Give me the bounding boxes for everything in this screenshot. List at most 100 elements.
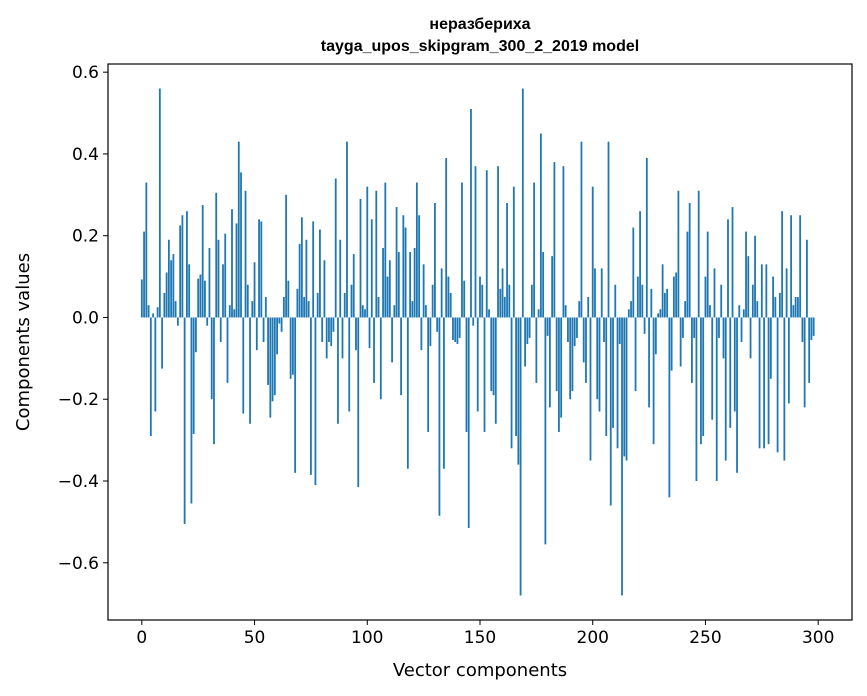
bar-component-27: [201, 205, 204, 318]
bar-component-39: [228, 305, 231, 318]
bar-component-256: [718, 317, 720, 338]
bar-component-296: [808, 317, 811, 383]
bar-component-4: [149, 317, 152, 437]
bar-component-249: [702, 317, 705, 437]
bar-component-63: [282, 297, 285, 318]
bar-component-196: [582, 317, 585, 363]
bar-component-165: [512, 186, 515, 318]
bar-component-295: [806, 239, 808, 318]
bar-component-179: [544, 317, 547, 545]
bar-component-215: [625, 317, 628, 461]
bar-component-195: [580, 141, 583, 318]
bar-component-178: [542, 252, 545, 318]
bar-component-191: [571, 317, 574, 392]
bar-component-283: [778, 292, 781, 318]
bar-component-93: [350, 284, 353, 318]
bar-component-181: [548, 317, 551, 408]
bar-component-243: [688, 203, 691, 318]
y-tick-label: −0.6: [58, 554, 99, 574]
bar-component-83: [328, 317, 330, 342]
bar-component-71: [300, 217, 303, 318]
bar-component-257: [720, 284, 723, 318]
bar-component-287: [787, 317, 790, 404]
bar-component-103: [373, 317, 375, 383]
bar-component-151: [481, 284, 484, 318]
bar-component-288: [790, 215, 793, 318]
bar-component-126: [424, 305, 427, 318]
bar-component-279: [769, 317, 772, 379]
bar-component-194: [578, 301, 581, 318]
bar-component-29: [206, 317, 209, 326]
bar-component-0: [140, 279, 143, 318]
bar-component-122: [415, 182, 418, 318]
bar-component-62: [280, 317, 283, 332]
bar-component-51: [255, 317, 258, 351]
bar-component-246: [695, 317, 698, 481]
bar-component-20: [186, 211, 188, 318]
bar-component-61: [278, 317, 281, 324]
bar-component-193: [576, 317, 578, 338]
bar-component-265: [738, 305, 741, 318]
bar-component-271: [751, 284, 754, 318]
bar-component-274: [758, 317, 761, 449]
bar-component-36: [222, 264, 224, 318]
bar-component-86: [334, 178, 337, 318]
bar-component-128: [429, 317, 432, 347]
x-tick-label: 250: [689, 628, 721, 648]
bar-component-42: [235, 223, 238, 318]
bar-component-16: [176, 317, 179, 326]
bar-component-218: [632, 227, 635, 318]
bar-component-96: [357, 317, 360, 488]
bar-component-59: [273, 317, 276, 396]
x-tick-label: 50: [244, 628, 266, 648]
bar-component-54: [262, 317, 265, 342]
bar-component-269: [747, 256, 750, 318]
bar-component-238: [677, 190, 680, 318]
bar-component-253: [711, 317, 714, 420]
bar-component-252: [709, 305, 711, 318]
bar-component-73: [305, 239, 308, 318]
bar-component-11: [165, 272, 168, 318]
bar-component-7: [156, 307, 159, 318]
bar-component-106: [379, 317, 382, 400]
chart-title-line2: tayga_upos_skipgram_300_2_2019 model: [321, 38, 639, 55]
bar-component-224: [645, 158, 648, 318]
x-tick-label: 300: [802, 628, 834, 648]
bar-component-75: [310, 317, 312, 475]
bar-component-88: [339, 239, 342, 318]
bar-component-197: [585, 317, 587, 383]
bar-component-41: [233, 309, 236, 318]
bar-component-58: [271, 317, 274, 402]
bar-component-92: [348, 317, 351, 412]
bar-component-205: [603, 317, 605, 342]
y-tick-label: 0.0: [72, 308, 99, 328]
bar-component-101: [368, 317, 371, 349]
bar-component-15: [174, 301, 177, 318]
y-axis-ticks: −0.6 −0.4 −0.2 0.0 0.2 0.4 0.6: [58, 63, 108, 574]
bar-component-208: [609, 317, 612, 506]
bar-component-155: [490, 317, 493, 392]
bar-component-250: [704, 276, 707, 318]
bar-component-285: [783, 317, 786, 461]
x-tick-label: 0: [136, 628, 147, 648]
bar-component-140: [456, 317, 459, 345]
bar-component-292: [799, 215, 802, 318]
bar-component-270: [749, 317, 752, 359]
bar-component-9: [161, 317, 164, 369]
bar-component-99: [364, 309, 366, 318]
bar-component-90: [343, 292, 346, 318]
bar-component-220: [636, 276, 639, 318]
bar-component-163: [508, 284, 511, 318]
bar-component-221: [639, 211, 641, 318]
bar-component-202: [596, 317, 599, 400]
bars-group: [140, 88, 815, 596]
bar-component-65: [287, 280, 290, 318]
bar-component-158: [497, 166, 499, 318]
x-axis-ticks: 0 50 100 150 200 250 300: [136, 620, 834, 648]
bar-component-121: [413, 247, 416, 318]
bar-component-146: [470, 108, 472, 318]
bar-component-209: [612, 317, 614, 428]
bar-component-131: [436, 317, 439, 332]
bar-component-204: [600, 268, 603, 318]
bar-component-94: [352, 254, 355, 318]
